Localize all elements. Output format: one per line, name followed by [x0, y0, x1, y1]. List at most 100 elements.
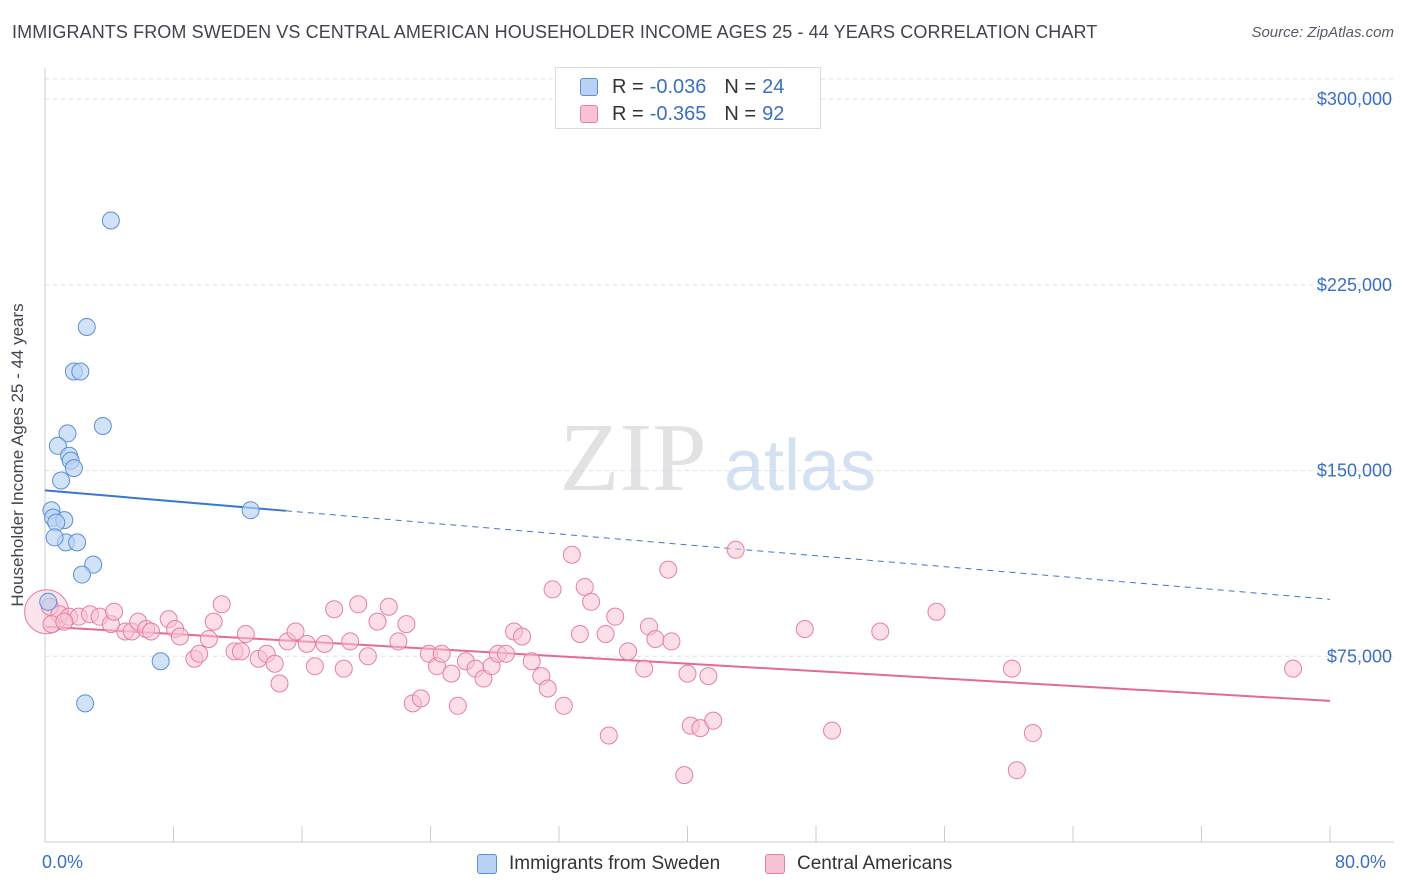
grid-layer [45, 78, 1394, 657]
point-central-americans [699, 667, 718, 686]
y-tick-label: $150,000 [1317, 461, 1392, 481]
point-central-americans [270, 674, 289, 693]
legend-swatch-central-americans [765, 854, 785, 874]
point-central-americans [105, 602, 124, 621]
trend-line-central-americans [44, 625, 1331, 702]
stats-row-central-americans: R = -0.365 N = 92 [580, 101, 784, 127]
point-central-americans [606, 607, 625, 626]
point-sweden [93, 417, 112, 435]
point-central-americans [538, 679, 557, 698]
point-central-americans [704, 711, 723, 730]
y-tick-labels: $75,000 $150,000 $225,000 $300,000 [1317, 89, 1392, 666]
point-central-americans [726, 540, 745, 559]
point-central-americans [379, 597, 398, 616]
point-central-americans [411, 689, 430, 708]
point-central-americans [325, 600, 344, 619]
r-value: -0.036 [649, 75, 707, 98]
point-central-americans [142, 622, 161, 641]
point-sweden [76, 694, 95, 713]
point-central-americans [575, 577, 594, 596]
x-tick-label-min: 0.0% [42, 852, 84, 872]
r-value: -0.365 [649, 102, 707, 125]
point-sweden [72, 565, 91, 584]
watermark-zip: ZIP [560, 404, 707, 512]
n-label: N = [724, 102, 757, 125]
swatch-central-americans [580, 105, 598, 123]
legend-swatch-sweden [477, 854, 497, 874]
point-central-americans [212, 595, 231, 614]
point-central-americans [871, 622, 890, 641]
point-sweden [64, 459, 83, 478]
y-tick-label: $225,000 [1317, 275, 1392, 295]
point-central-americans [570, 625, 589, 643]
point-central-americans [619, 642, 638, 661]
point-central-americans [659, 560, 678, 579]
y-axis-label: Householder Income Ages 25 - 44 years [8, 303, 27, 607]
point-central-americans [204, 612, 223, 631]
point-sweden [45, 528, 64, 547]
legend-item-sweden[interactable]: Immigrants from Sweden [477, 850, 720, 878]
point-central-americans [635, 659, 654, 678]
point-sweden [58, 424, 77, 443]
point-central-americans [554, 696, 573, 715]
point-central-americans [795, 620, 814, 639]
point-central-americans [334, 659, 353, 678]
point-central-americans [236, 625, 255, 643]
point-central-americans [231, 642, 250, 661]
point-central-americans [389, 632, 408, 651]
swatch-sweden [580, 78, 598, 96]
point-sweden [68, 533, 87, 552]
point-central-americans [1284, 659, 1303, 678]
trend-line-sweden-extension [285, 510, 1331, 600]
source-note: Source: ZipAtlas.com [1251, 24, 1394, 41]
point-central-americans [190, 644, 209, 663]
r-label: R = [612, 75, 644, 98]
point-sweden [71, 362, 90, 381]
legend-item-central-americans[interactable]: Central Americans [765, 850, 952, 878]
point-sweden [151, 652, 170, 671]
point-central-americans [448, 696, 467, 715]
point-central-americans [662, 632, 681, 651]
point-central-americans [678, 664, 697, 683]
point-central-americans [432, 644, 451, 663]
point-central-americans [496, 644, 515, 663]
point-central-americans [927, 602, 946, 621]
point-central-americans [562, 545, 581, 564]
points-layer [24, 211, 1303, 785]
point-central-americans [1002, 659, 1021, 678]
point-central-americans [305, 657, 324, 676]
point-central-americans [599, 726, 618, 745]
point-central-americans [199, 629, 218, 648]
legend-label-sweden: Immigrants from Sweden [509, 853, 721, 874]
point-sweden [241, 501, 260, 520]
n-label: N = [724, 75, 757, 98]
point-central-americans [315, 634, 334, 653]
y-tick-label: $300,000 [1317, 89, 1392, 109]
y-tick-label: $75,000 [1327, 646, 1392, 666]
x-tick-label-max: 80.0% [1335, 852, 1387, 872]
point-central-americans [170, 627, 189, 646]
legend-label-central-americans: Central Americans [797, 853, 953, 874]
point-central-americans [823, 721, 842, 740]
point-central-americans [286, 622, 305, 641]
point-central-americans [349, 595, 368, 614]
series-legend: Immigrants from Sweden Central Americans [0, 850, 1406, 880]
point-central-americans [397, 615, 416, 634]
point-sweden [101, 211, 120, 230]
point-central-americans [582, 592, 601, 611]
point-central-americans [358, 647, 377, 666]
chart-title: IMMIGRANTS FROM SWEDEN VS CENTRAL AMERIC… [12, 22, 1098, 42]
point-sweden [77, 317, 96, 336]
watermark: ZIP atlas [560, 404, 877, 512]
point-sweden [47, 513, 66, 532]
watermark-atlas: atlas [724, 426, 876, 506]
point-central-americans [596, 625, 615, 643]
point-sweden [52, 471, 71, 490]
point-central-americans [368, 612, 387, 631]
point-central-americans [442, 664, 461, 683]
point-central-americans [543, 580, 562, 599]
point-central-americans [265, 654, 284, 673]
stats-legend: R = -0.036 N = 24 R = -0.365 N = 92 [555, 67, 821, 129]
point-central-americans [1023, 724, 1042, 743]
